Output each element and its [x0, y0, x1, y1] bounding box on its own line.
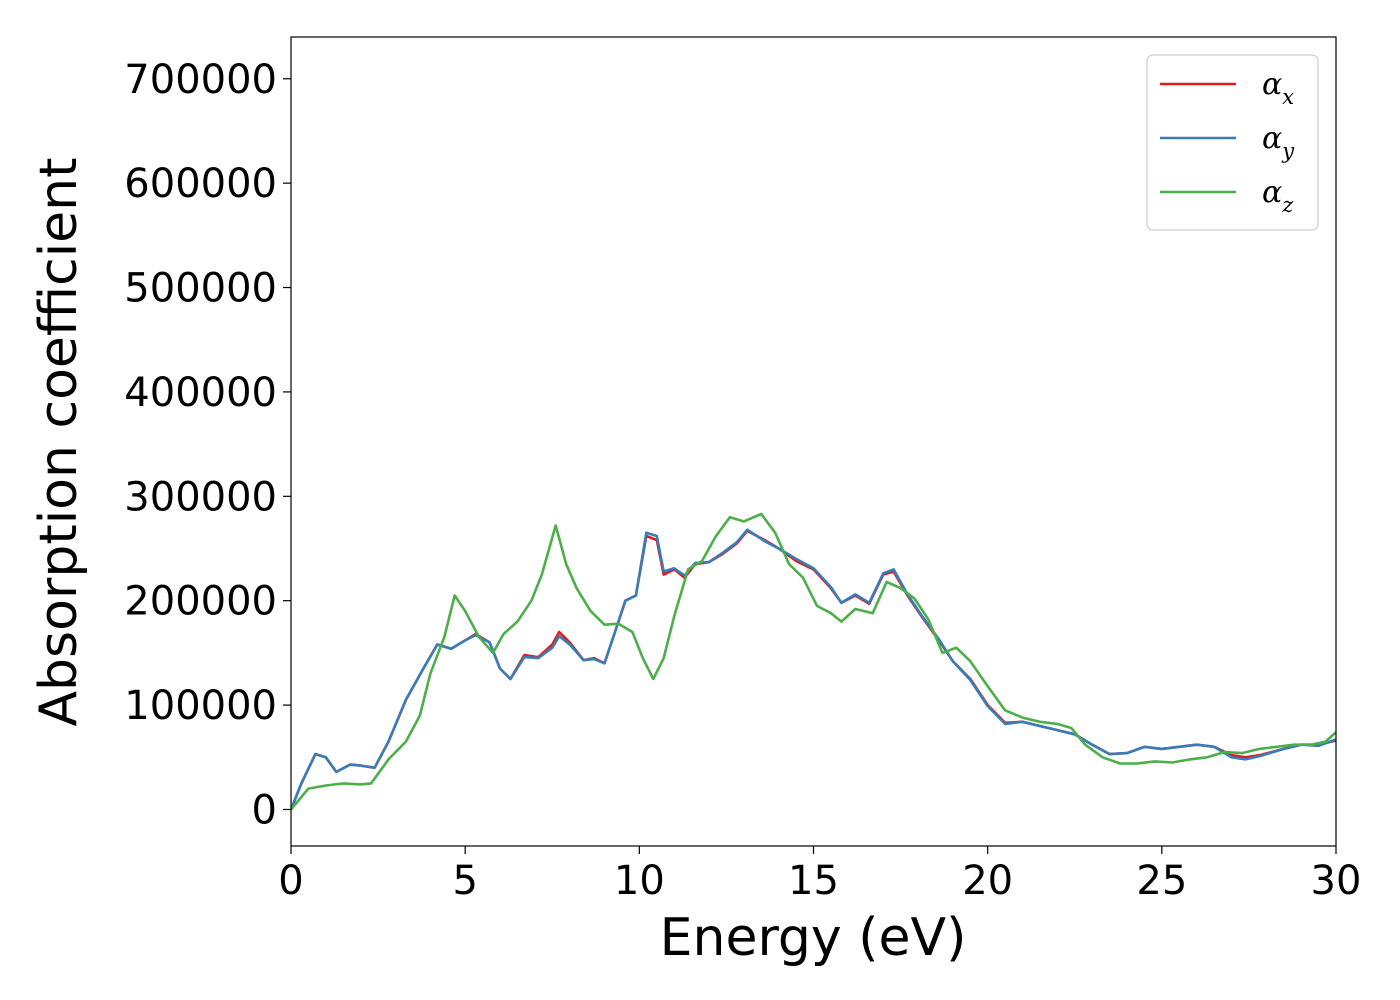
x-tick-label: 30	[1311, 858, 1362, 904]
y-tick-label: 200000	[124, 579, 277, 625]
y-tick-label: 0	[252, 787, 277, 833]
y-tick-label: 700000	[124, 57, 277, 103]
y-tick-label: 600000	[124, 161, 277, 207]
x-tick-label: 10	[614, 858, 665, 904]
series-layer	[291, 512, 1336, 811]
y-axis-title: Absorption coefficient	[29, 157, 89, 726]
y-tick-label: 300000	[124, 474, 277, 520]
y-tick-label: 400000	[124, 370, 277, 416]
x-axis: 0 5 10 15 20 25 30	[278, 846, 1361, 904]
x-tick-label: 25	[1136, 858, 1187, 904]
y-axis: 0 100000 200000 300000 400000 500000 600000 700…	[124, 57, 291, 833]
y-tick-label: 100000	[124, 683, 277, 729]
x-tick-label: 15	[788, 858, 839, 904]
series-line-z	[291, 512, 1336, 811]
y-tick-label: 500000	[124, 266, 277, 312]
x-tick-label: 5	[452, 858, 477, 904]
x-tick-label: 20	[962, 858, 1013, 904]
series-line-y	[291, 528, 1336, 810]
series-line-x	[291, 529, 1336, 810]
x-tick-label: 0	[278, 858, 303, 904]
x-axis-title: Energy (eV)	[660, 908, 967, 968]
legend-box	[1146, 54, 1319, 231]
